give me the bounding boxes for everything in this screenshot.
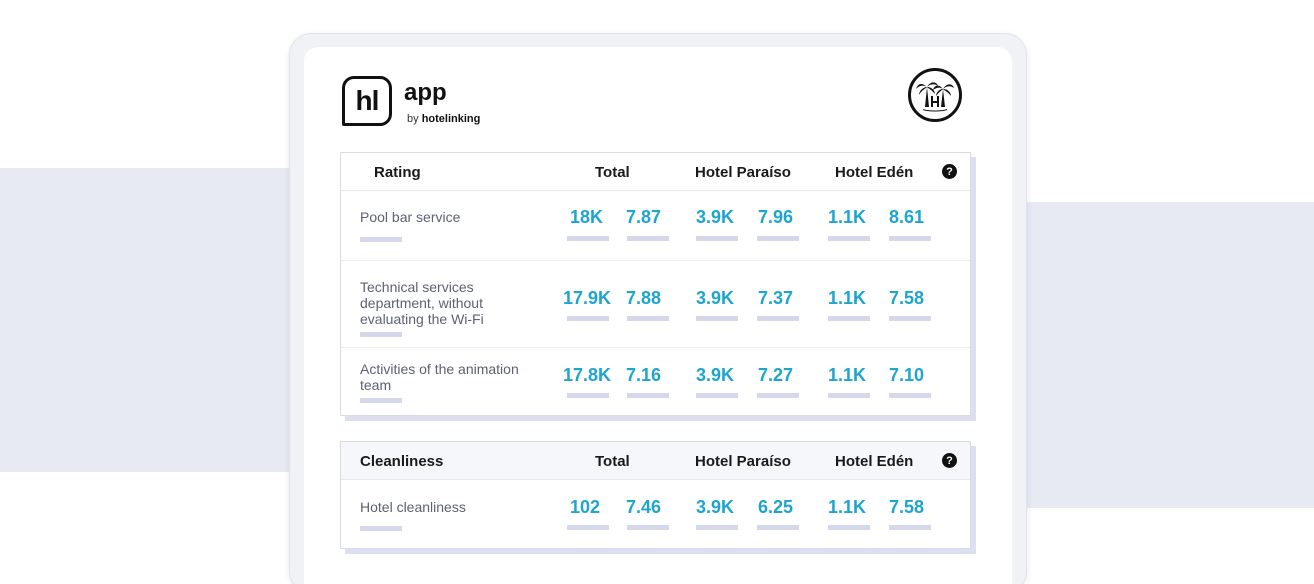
hotel-eden-score: 7.58 [889, 288, 925, 308]
column-header-total[interactable]: Total [595, 164, 630, 181]
table-row[interactable]: Pool bar service 18K 7.87 3.9K 7.96 1.1K… [341, 191, 970, 261]
by-brand: hotelinking [421, 113, 481, 125]
column-header-category[interactable]: Rating [374, 164, 421, 181]
total-count: 18K [570, 207, 604, 227]
background-band-right [1000, 202, 1314, 508]
column-header-hotel-eden[interactable]: Hotel Edén [835, 453, 914, 470]
table-header: Rating Total Hotel Paraíso Hotel Edén ? [341, 153, 970, 191]
hotel-eden-count: 1.1K [828, 365, 867, 385]
table-row[interactable]: Activities of the animation team 17.8K 7… [341, 348, 970, 416]
placeholder-bar [696, 236, 738, 241]
hotel-eden-count: 1.1K [828, 497, 867, 517]
total-count: 102 [570, 497, 601, 517]
placeholder-bar [627, 525, 669, 530]
by-prefix: by [407, 113, 419, 125]
rating-table: Rating Total Hotel Paraíso Hotel Edén ? … [340, 152, 971, 416]
total-score: 7.16 [626, 365, 662, 385]
hotel-paraiso-score: 6.25 [758, 497, 794, 517]
placeholder-bar [889, 525, 931, 530]
background-band-left [0, 168, 300, 472]
placeholder-bar [360, 237, 402, 242]
placeholder-bar [567, 316, 609, 321]
hotel-eden-score: 8.61 [889, 207, 925, 227]
placeholder-bar [360, 398, 402, 403]
cleanliness-table: Cleanliness Total Hotel Paraíso Hotel Ed… [340, 441, 971, 549]
placeholder-bar [567, 236, 609, 241]
placeholder-bar [627, 236, 669, 241]
help-icon[interactable]: ? [942, 453, 957, 468]
placeholder-bar [889, 316, 931, 321]
hotel-paraiso-count: 3.9K [696, 207, 735, 227]
placeholder-bar [889, 393, 931, 398]
table-header: Cleanliness Total Hotel Paraíso Hotel Ed… [341, 442, 970, 480]
column-header-hotel-paraiso[interactable]: Hotel Paraíso [695, 453, 791, 470]
column-header-hotel-eden[interactable]: Hotel Edén [835, 164, 914, 181]
row-label: Hotel cleanliness [360, 499, 466, 515]
placeholder-bar [360, 332, 402, 337]
table-row[interactable]: Hotel cleanliness 102 7.46 3.9K 6.25 1.1… [341, 480, 970, 549]
help-icon[interactable]: ? [942, 164, 957, 179]
placeholder-bar [757, 236, 799, 241]
placeholder-bar [627, 393, 669, 398]
placeholder-bar [757, 525, 799, 530]
placeholder-bar [567, 525, 609, 530]
placeholder-bar [696, 316, 738, 321]
total-score: 7.87 [626, 207, 662, 227]
logo-mark: hl [355, 85, 380, 116]
hotel-paraiso-count: 3.9K [696, 365, 735, 385]
placeholder-bar [828, 525, 870, 530]
placeholder-bar [360, 526, 402, 531]
column-header-total[interactable]: Total [595, 453, 630, 470]
row-label: Activities of the animation team [360, 361, 519, 393]
row-label: Pool bar service [360, 209, 461, 225]
hotel-paraiso-count: 3.9K [696, 288, 735, 308]
placeholder-bar [828, 393, 870, 398]
by-hotelinking: by hotelinking [407, 113, 480, 125]
hotel-eden-count: 1.1K [828, 288, 867, 308]
hotel-eden-score: 7.10 [889, 365, 925, 385]
table-row[interactable]: Technical services department, without e… [341, 261, 970, 348]
total-score: 7.46 [626, 497, 662, 517]
hl-logo: hl [342, 76, 392, 126]
placeholder-bar [757, 316, 799, 321]
palm-trees-hotel-icon [908, 68, 962, 122]
total-score: 7.88 [626, 288, 662, 308]
placeholder-bar [828, 236, 870, 241]
placeholder-bar [567, 393, 609, 398]
placeholder-bar [627, 316, 669, 321]
hotel-paraiso-count: 3.9K [696, 497, 735, 517]
placeholder-bar [889, 236, 931, 241]
hotel-eden-count: 1.1K [828, 207, 867, 227]
hotel-paraiso-score: 7.27 [758, 365, 794, 385]
placeholder-bar [757, 393, 799, 398]
placeholder-bar [696, 525, 738, 530]
row-label: Technical services department, without e… [360, 279, 484, 327]
placeholder-bar [828, 316, 870, 321]
hotel-paraiso-score: 7.96 [758, 207, 794, 227]
column-header-category[interactable]: Cleanliness [360, 453, 444, 470]
placeholder-bar [696, 393, 738, 398]
total-count: 17.9K [563, 288, 612, 308]
hotel-eden-score: 7.58 [889, 497, 925, 517]
app-title: app [404, 79, 447, 106]
total-count: 17.8K [563, 365, 612, 385]
column-header-hotel-paraiso[interactable]: Hotel Paraíso [695, 164, 791, 181]
hotel-paraiso-score: 7.37 [758, 288, 794, 308]
